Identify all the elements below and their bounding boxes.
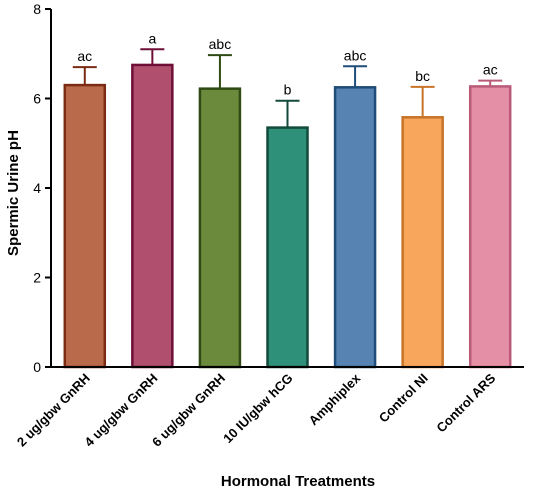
bar — [468, 85, 512, 369]
significance-label: b — [284, 82, 292, 98]
y-tick-label: 4 — [33, 180, 41, 196]
bar — [198, 87, 242, 369]
y-ticks-group: 0 2 4 6 8 — [33, 1, 51, 375]
x-tick-label: Control ARS — [433, 370, 498, 435]
significance-label: ac — [77, 48, 92, 64]
bar — [401, 116, 444, 369]
significance-label: ac — [483, 62, 498, 78]
x-tick-label: 2 ug/gbw GnRH — [14, 371, 93, 450]
significance-label: bc — [415, 68, 430, 84]
y-tick-label: 8 — [33, 1, 41, 17]
y-axis-title: Spermic Urine pH — [5, 130, 22, 256]
bar — [131, 63, 174, 369]
significance-label: abc — [344, 47, 367, 63]
significance-labels-group: ac a abc b abc bc ac — [77, 30, 497, 97]
x-axis-title: Hormonal Treatments — [221, 473, 375, 490]
x-tick-label: Amphiplex — [306, 370, 364, 428]
x-tick-label: 4 ug/gbw GnRH — [81, 371, 160, 450]
y-tick-label: 6 — [33, 91, 41, 107]
y-tick-label: 2 — [33, 270, 41, 286]
error-bars-group — [72, 48, 503, 128]
x-tick-label: Control NI — [376, 371, 431, 426]
bar — [63, 83, 107, 369]
x-tick-label: 6 ug/gbw GnRH — [149, 371, 228, 450]
x-tick-label: 10 IU/gbw hCG — [220, 371, 295, 446]
bar — [266, 126, 309, 369]
significance-label: abc — [209, 36, 232, 52]
significance-label: a — [148, 30, 156, 46]
y-tick-label: 0 — [33, 359, 41, 375]
bar — [333, 86, 377, 369]
